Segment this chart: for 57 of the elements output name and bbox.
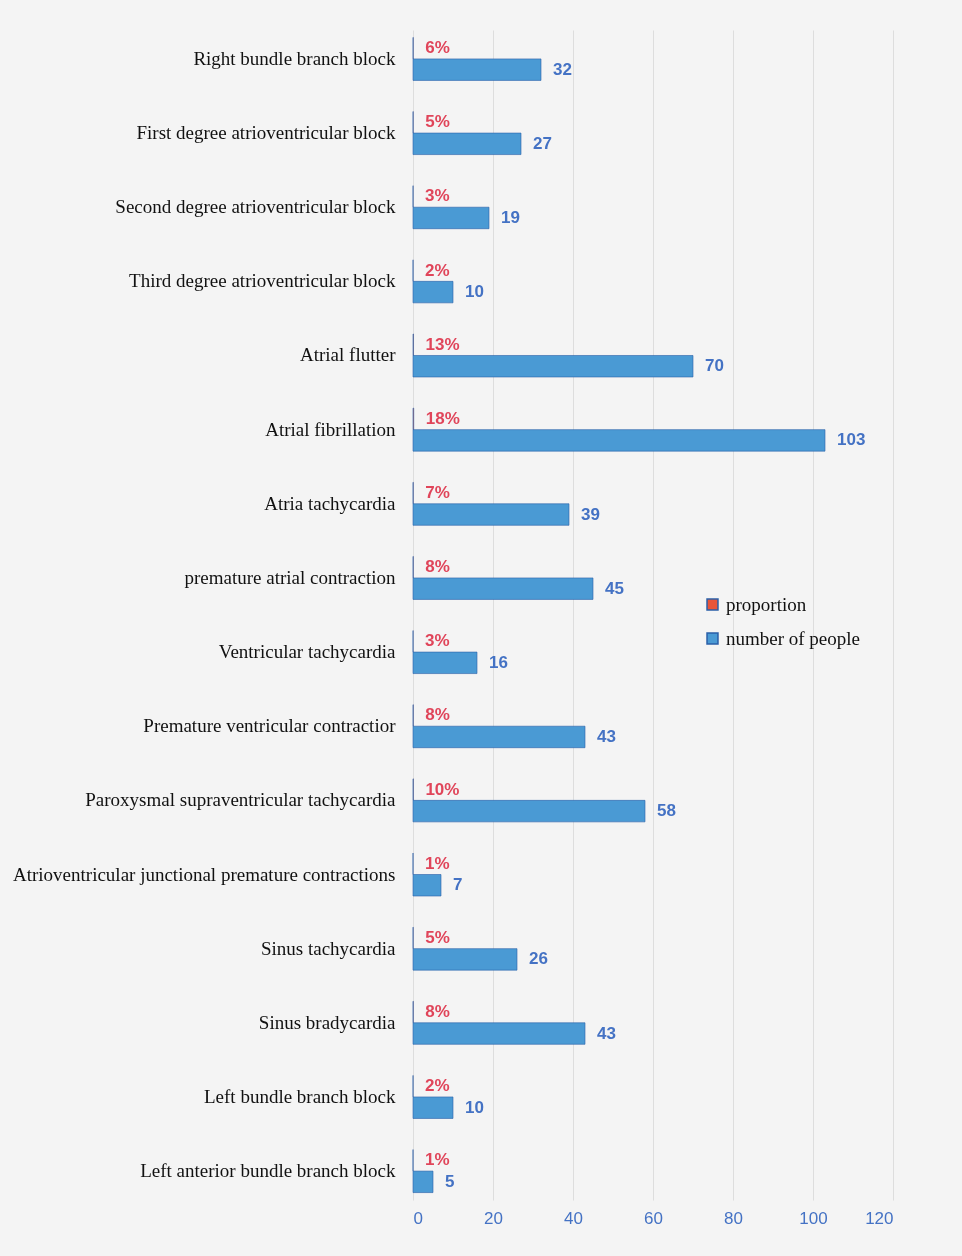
data-label: 58: [657, 801, 676, 821]
x-tick-label: 0: [413, 1208, 423, 1228]
data-label: 5%: [425, 927, 450, 947]
legend-label: number of people: [726, 627, 861, 649]
data-label: 13%: [425, 334, 460, 354]
y-tick-label: Third degree atrioventricular block: [129, 270, 396, 292]
data-label: 10: [465, 282, 484, 302]
data-label: 103: [837, 430, 866, 450]
x-tick-label: 100: [799, 1208, 828, 1228]
x-tick-label: 40: [564, 1208, 583, 1228]
data-label: 2%: [425, 260, 450, 280]
y-tick-label: Sinus bradycardia: [258, 1011, 397, 1033]
data-label: 5: [445, 1171, 455, 1191]
data-label: 3%: [425, 631, 450, 651]
x-tick-label: 80: [724, 1208, 743, 1228]
y-tick-label: Atrial flutter: [300, 344, 397, 366]
y-tick-label: premature atrial contraction: [184, 566, 396, 588]
data-label: 5%: [425, 112, 450, 132]
data-label: 43: [597, 1023, 616, 1043]
data-label: 26: [529, 949, 548, 969]
data-label: 10%: [425, 779, 460, 799]
y-tick-label: Left bundle branch block: [203, 1085, 396, 1107]
data-label: 1%: [425, 1150, 450, 1170]
y-tick-label: Right bundle branch block: [193, 47, 396, 69]
data-label: 10: [465, 1097, 484, 1117]
data-label: 3%: [425, 186, 450, 206]
x-tick-label: 20: [484, 1208, 503, 1228]
data-label: 7%: [425, 483, 450, 503]
data-label: 18%: [425, 408, 460, 428]
data-label: 6%: [425, 38, 450, 58]
data-label: 2%: [425, 1076, 450, 1096]
data-label: 8%: [425, 1002, 450, 1022]
y-tick-label: Sinus tachycardia: [260, 937, 397, 959]
y-tick-label: First degree atrioventricular block: [136, 122, 396, 144]
y-tick-label: Atrial fibrillation: [265, 418, 396, 440]
data-label: 70: [705, 356, 724, 376]
data-label: 1%: [425, 853, 450, 873]
data-label: 8%: [425, 557, 450, 577]
y-tick-label: Left anterior bundle branch block: [140, 1160, 396, 1182]
data-label: 16: [489, 652, 508, 672]
data-label: 39: [581, 504, 600, 524]
x-tick-label: 60: [644, 1208, 663, 1228]
y-tick-label: Atria tachycardia: [264, 492, 397, 514]
y-tick-label: Ventricular tachycardia: [218, 641, 397, 663]
x-tick-label: 120: [865, 1208, 894, 1228]
y-tick-label: Second degree atrioventricular block: [115, 196, 396, 218]
legend-label: proportion: [726, 593, 807, 615]
y-tick-label: Paroxysmal supraventricular tachycardia: [85, 789, 397, 811]
data-label: 7: [453, 875, 463, 895]
data-label: 8%: [425, 705, 450, 725]
data-label: 32: [553, 59, 572, 79]
data-label: 43: [597, 726, 616, 746]
data-label: 45: [605, 578, 624, 598]
data-label: 19: [501, 207, 520, 227]
y-tick-label: Premature ventricular contractior: [143, 715, 397, 737]
y-tick-label: Atrioventricular junctional premature contractions: [13, 863, 396, 885]
data-label: 27: [533, 133, 552, 153]
